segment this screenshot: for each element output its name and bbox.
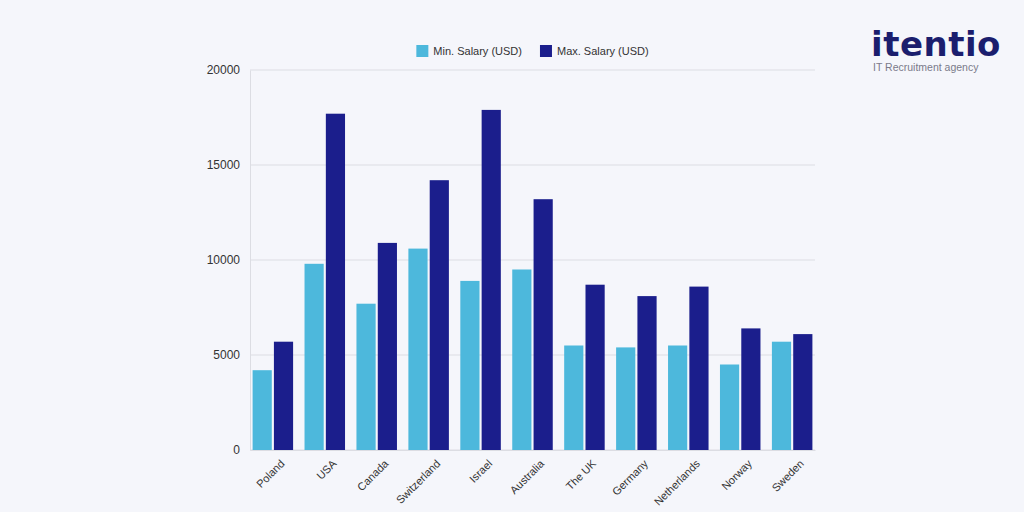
x-tick-label: Israel	[467, 457, 495, 485]
grid-line	[250, 70, 815, 71]
x-tick-label: Netherlands	[652, 457, 703, 508]
x-tick-label: Canada	[355, 457, 391, 493]
bar	[793, 334, 812, 450]
x-tick-label: Switzerland	[394, 457, 443, 506]
bar	[460, 281, 479, 450]
y-axis-line	[250, 71, 251, 451]
legend-item: Max. Salary (USD)	[540, 45, 649, 57]
y-tick: 10000	[207, 253, 250, 267]
x-tick-label: USA	[314, 457, 339, 482]
logo-subtitle: IT Recruitment agency	[873, 61, 979, 73]
bar	[741, 328, 760, 450]
legend-label: Min. Salary (USD)	[433, 45, 522, 57]
y-axis: 0 5000 10000 15000 20000	[207, 63, 251, 457]
x-tick-label: Australia	[508, 457, 547, 496]
legend: Min. Salary (USD) Max. Salary (USD)	[416, 45, 648, 57]
bar	[564, 346, 583, 451]
logo-title: itentio	[871, 24, 1001, 64]
bar	[585, 285, 604, 450]
logo: itentioIT Recruitment agency	[871, 24, 1001, 73]
x-tick: Canada	[355, 450, 391, 493]
y-tick-label: 20000	[207, 63, 241, 77]
x-tick: Switzerland	[394, 450, 443, 506]
bar	[616, 347, 635, 450]
x-tick-label: Sweden	[769, 457, 806, 494]
x-tick: Germany	[610, 450, 651, 498]
legend-swatch	[540, 45, 552, 57]
bar	[689, 287, 708, 450]
x-tick: The UK	[563, 450, 598, 492]
chart: 0 5000 10000 15000 20000 Poland USA CanadaSwitz…	[0, 0, 1024, 512]
bar	[253, 370, 272, 450]
x-tick: Sweden	[769, 450, 806, 494]
bar	[772, 342, 791, 450]
y-tick-label: 5000	[213, 348, 240, 362]
bar	[668, 346, 687, 451]
y-tick-label: 10000	[207, 253, 241, 267]
bar	[378, 243, 397, 450]
x-tick-label: Germany	[610, 457, 651, 498]
legend-label: Max. Salary (USD)	[557, 45, 649, 57]
x-axis: Poland USA CanadaSwitzerland Israel Australi…	[251, 450, 816, 508]
x-tick-label: The UK	[563, 457, 598, 492]
y-tick: 0	[233, 443, 250, 457]
bar	[326, 114, 345, 450]
bar	[305, 264, 324, 450]
x-tick-label: Poland	[254, 457, 287, 490]
grid	[250, 70, 815, 450]
bar	[356, 304, 375, 450]
y-tick: 5000	[213, 348, 250, 362]
bar	[512, 270, 531, 451]
y-tick-label: 0	[233, 443, 240, 457]
x-tick: Israel	[467, 450, 495, 485]
y-tick: 20000	[207, 63, 250, 77]
bar	[534, 199, 553, 450]
series	[274, 110, 812, 450]
bar	[430, 180, 449, 450]
legend-swatch	[416, 45, 428, 57]
y-tick: 15000	[207, 158, 250, 172]
y-tick-label: 15000	[207, 158, 241, 172]
bar	[408, 249, 427, 450]
bar	[637, 296, 656, 450]
legend-item: Min. Salary (USD)	[416, 45, 522, 57]
x-tick-label: Norway	[719, 457, 754, 492]
x-tick: USA	[314, 450, 339, 482]
plot: 0 5000 10000 15000 20000 Poland USA CanadaSwitz…	[207, 63, 816, 507]
bars	[253, 110, 813, 450]
bar	[274, 342, 293, 450]
x-tick: Netherlands	[652, 450, 703, 508]
bar	[482, 110, 501, 450]
x-tick: Poland	[254, 450, 287, 490]
bar	[720, 365, 739, 451]
x-tick: Australia	[508, 450, 547, 496]
x-axis-line	[251, 450, 816, 451]
x-tick: Norway	[719, 450, 754, 492]
